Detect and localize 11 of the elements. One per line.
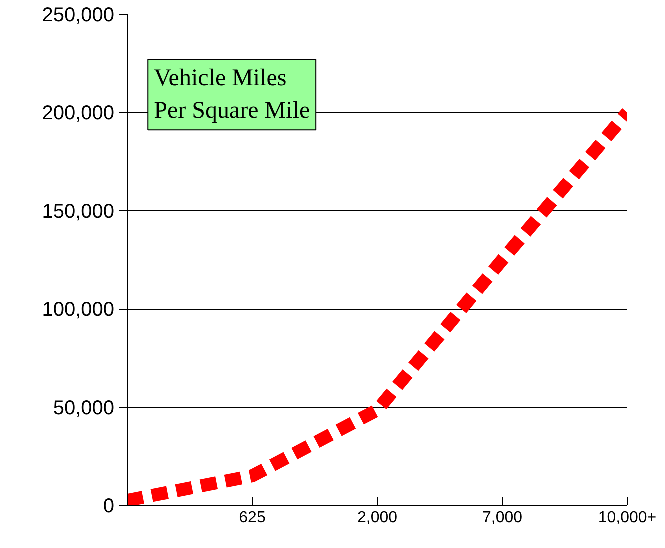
x-tick-label: 7,000 <box>482 510 523 526</box>
y-tick-label: 250,000 <box>42 4 114 26</box>
y-tick-label: 100,000 <box>42 299 114 322</box>
x-tick-label: 10,000+ <box>598 510 657 526</box>
y-tick-label: 0 <box>103 496 114 518</box>
x-tick-label: 625 <box>239 510 266 526</box>
y-tick-label: 50,000 <box>53 397 114 420</box>
x-tick-label: 2,000 <box>357 510 398 526</box>
text: Vehicle Miles Per Square Mile <box>154 66 310 124</box>
y-tick-label: 200,000 <box>42 102 114 125</box>
y-tick-label: 150,000 <box>42 200 114 223</box>
